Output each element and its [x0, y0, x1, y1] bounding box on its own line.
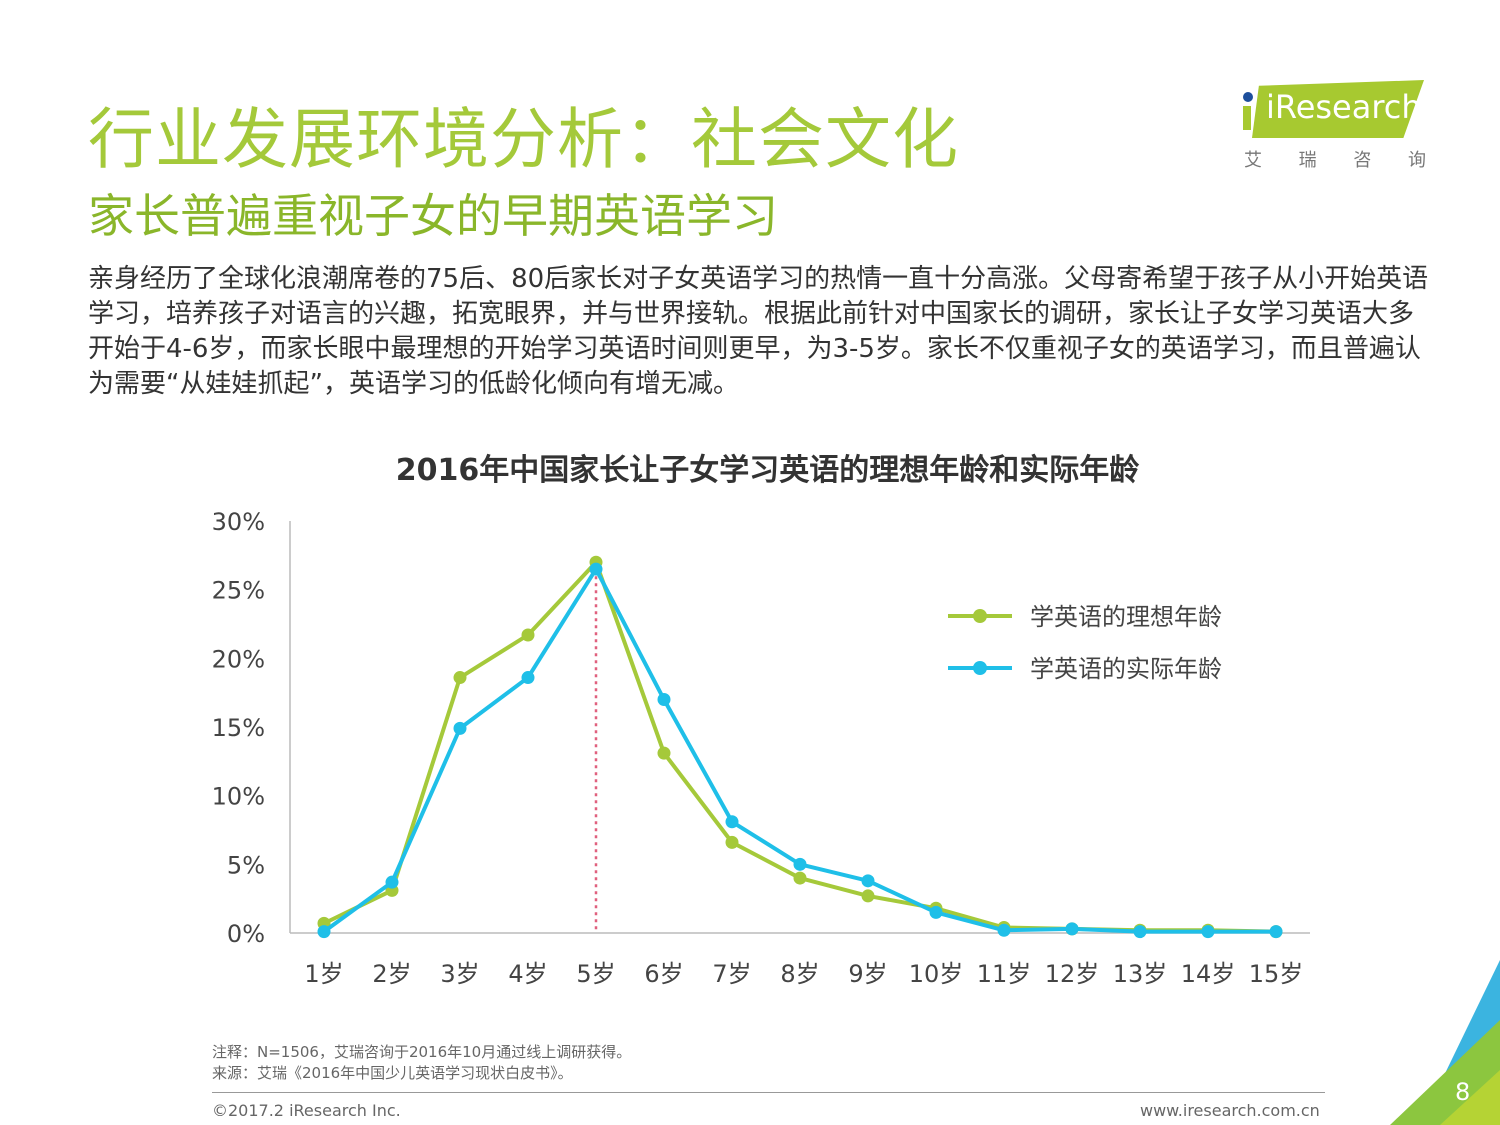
footer-divider: [212, 1092, 1325, 1093]
data-point: [929, 905, 943, 919]
x-tick-label: 10岁: [909, 960, 964, 988]
data-point: [521, 628, 535, 642]
x-tick-label: 12岁: [1045, 960, 1100, 988]
x-tick-label: 9岁: [848, 960, 887, 988]
logo-brand: iResearch: [1266, 88, 1422, 126]
x-tick-label: 8岁: [780, 960, 819, 988]
data-point: [521, 671, 535, 685]
data-point: [1201, 925, 1215, 939]
x-tick-label: 1岁: [304, 960, 343, 988]
data-point: [1133, 925, 1147, 939]
note-text: 注释：N=1506，艾瑞咨询于2016年10月通过线上调研获得。: [212, 1043, 632, 1061]
data-point: [725, 815, 739, 829]
legend-marker: [973, 609, 987, 623]
x-tick-label: 6岁: [644, 960, 683, 988]
y-tick-label: 30%: [212, 508, 265, 536]
y-tick-label: 5%: [227, 851, 265, 879]
data-point: [589, 562, 603, 576]
x-tick-label: 4岁: [508, 960, 547, 988]
y-tick-label: 0%: [227, 920, 265, 948]
page-subtitle: 家长普遍重视子女的早期英语学习: [88, 189, 778, 243]
body-paragraph: 亲身经历了全球化浪潮席卷的75后、80后家长对子女英语学习的热情一直十分高涨。父…: [88, 264, 1429, 399]
data-point: [317, 925, 331, 939]
y-tick-label: 15%: [212, 714, 265, 742]
data-point: [861, 874, 875, 888]
x-tick-label: 13岁: [1113, 960, 1168, 988]
copyright: ©2017.2 iResearch Inc.: [212, 1101, 401, 1120]
page-number: 8: [1455, 1078, 1471, 1106]
logo-cn-char: 艾: [1244, 150, 1262, 171]
logo-cn-char: 咨: [1353, 150, 1372, 171]
data-point: [1065, 922, 1079, 936]
data-point: [453, 671, 467, 685]
x-tick-label: 15岁: [1249, 960, 1304, 988]
data-point: [725, 835, 739, 849]
x-tick-label: 14岁: [1181, 960, 1236, 988]
data-point: [385, 875, 399, 889]
x-tick-label: 2岁: [372, 960, 411, 988]
data-point: [793, 871, 807, 885]
logo-cn-char: 询: [1407, 150, 1426, 171]
x-tick-label: 11岁: [977, 960, 1032, 988]
source-text: 来源：艾瑞《2016年中国少儿英语学习现状白皮书》。: [212, 1064, 573, 1082]
y-tick-label: 20%: [212, 645, 265, 673]
data-point: [997, 923, 1011, 937]
x-tick-label: 3岁: [440, 960, 479, 988]
website-link: www.iresearch.com.cn: [1140, 1101, 1320, 1120]
legend-label: 学英语的理想年龄: [1030, 603, 1222, 631]
data-point: [453, 721, 467, 735]
y-tick-label: 10%: [212, 783, 265, 811]
logo-cn-char: 瑞: [1298, 150, 1317, 171]
legend-marker: [973, 661, 987, 675]
corner-decoration: [1390, 960, 1500, 1125]
data-point: [1269, 925, 1283, 939]
data-point: [657, 693, 671, 707]
page-title: 行业发展环境分析：社会文化: [88, 101, 959, 178]
chart-title: 2016年中国家长让子女学习英语的理想年龄和实际年龄: [395, 453, 1140, 488]
legend-label: 学英语的实际年龄: [1030, 655, 1222, 683]
iresearch-logo: iResearch 艾 瑞 咨 询: [1240, 80, 1430, 175]
data-point: [793, 857, 807, 871]
data-point: [657, 746, 671, 760]
notes: 注释：N=1506，艾瑞咨询于2016年10月通过线上调研获得。 来源：艾瑞《2…: [212, 1042, 631, 1084]
x-tick-label: 7岁: [712, 960, 751, 988]
data-point: [861, 889, 875, 903]
y-tick-label: 25%: [212, 577, 265, 605]
x-tick-label: 5岁: [576, 960, 615, 988]
